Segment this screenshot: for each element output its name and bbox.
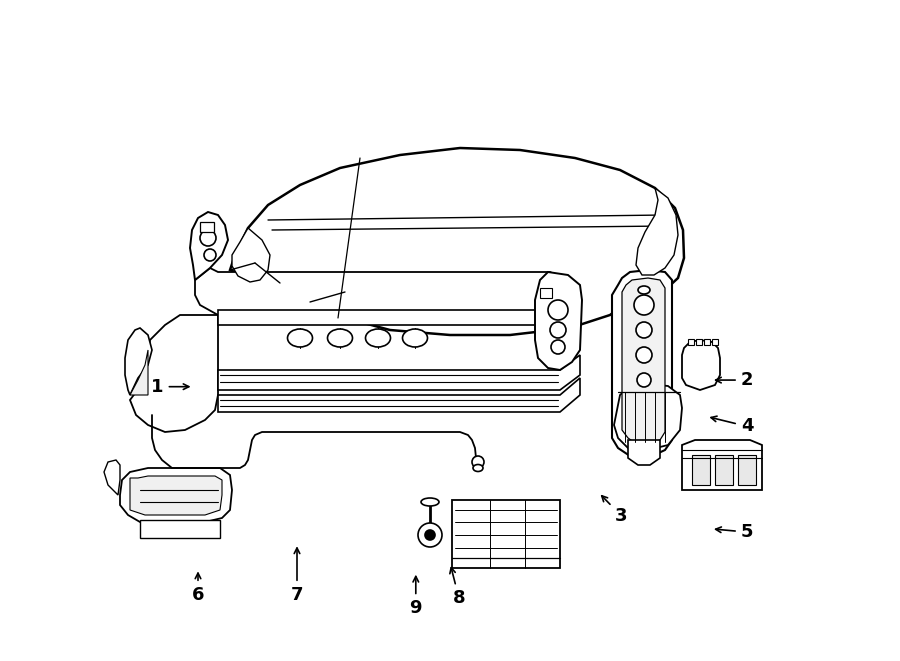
Polygon shape [682,340,720,390]
Polygon shape [218,378,580,412]
Bar [688,339,694,345]
Circle shape [636,347,652,363]
Bar [704,339,710,345]
Circle shape [418,523,442,547]
Circle shape [551,340,565,354]
Polygon shape [612,270,672,458]
Bar [738,455,756,485]
Polygon shape [120,468,232,522]
Polygon shape [130,350,148,395]
Ellipse shape [473,465,483,471]
Bar [715,455,733,485]
Text: 6: 6 [192,573,204,604]
Polygon shape [636,188,678,275]
Bar [692,455,710,485]
Text: 1: 1 [151,377,189,396]
Ellipse shape [287,329,312,347]
Circle shape [634,295,654,315]
Ellipse shape [421,498,439,506]
Polygon shape [218,300,580,325]
Polygon shape [190,212,228,280]
Polygon shape [232,228,270,282]
Circle shape [425,530,435,540]
Polygon shape [614,384,682,450]
Bar [696,339,702,345]
Bar [140,520,220,538]
Bar [712,339,718,345]
Circle shape [636,322,652,338]
Text: 3: 3 [602,496,627,525]
Ellipse shape [365,329,391,347]
Text: 8: 8 [450,568,465,607]
Polygon shape [622,278,665,445]
Bar [200,222,214,232]
Circle shape [548,300,568,320]
Circle shape [200,230,216,246]
Text: 9: 9 [410,576,422,617]
Polygon shape [130,476,222,515]
Text: 4: 4 [711,416,753,436]
Bar [452,500,560,568]
Ellipse shape [638,286,650,294]
Circle shape [472,456,484,468]
Polygon shape [628,440,660,465]
Circle shape [637,373,651,387]
Polygon shape [104,460,120,495]
Polygon shape [130,315,218,432]
Ellipse shape [328,329,353,347]
Polygon shape [195,268,580,315]
Text: 2: 2 [716,371,753,389]
Bar [540,288,552,298]
Polygon shape [535,272,582,370]
Polygon shape [125,328,152,395]
Polygon shape [218,355,580,390]
Polygon shape [230,148,684,335]
Text: 5: 5 [716,523,753,541]
Ellipse shape [402,329,428,347]
Polygon shape [682,440,762,490]
Text: 7: 7 [291,548,303,604]
Circle shape [204,249,216,261]
Circle shape [550,322,566,338]
